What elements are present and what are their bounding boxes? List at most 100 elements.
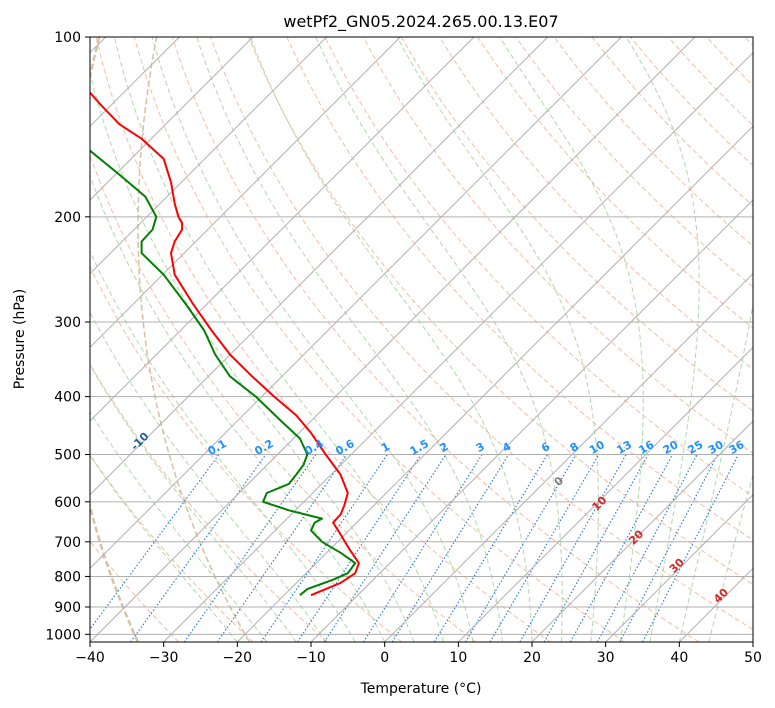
x-tick-label: −10	[296, 650, 326, 666]
mixing-ratio-line	[489, 454, 600, 642]
dry-adiabat-line	[438, 37, 753, 370]
dry-adiabat-line	[210, 37, 753, 631]
grid-lines	[90, 37, 753, 642]
x-tick-label: −40	[75, 650, 105, 666]
y-axis-ticks: 100 200 300 400 500 600 700 800 900 1000	[45, 30, 90, 643]
mixing-ratio-line	[619, 454, 719, 642]
moist-adiabat-line	[625, 37, 700, 642]
dry-adiabat-line	[477, 37, 753, 329]
moist-adiabat-line	[90, 249, 356, 642]
moist-adiabat-line	[90, 71, 415, 642]
dry-adiabat-line	[90, 363, 328, 642]
isotherm-line	[678, 567, 753, 642]
isotherm-line	[90, 37, 475, 422]
mixing-ratio-line	[216, 454, 348, 642]
mixing-ratio-label: 6	[539, 440, 552, 455]
mixing-ratio-line	[464, 454, 577, 642]
x-tick-label: −30	[149, 650, 179, 666]
moist-adiabats	[90, 37, 753, 642]
moist-adiabat-line	[678, 301, 753, 642]
mixing-ratio-line	[323, 454, 447, 642]
dry-adiabat-line	[706, 37, 753, 87]
mixing-ratio-label: 4	[500, 440, 513, 455]
moist-adiabat-label: 30	[667, 555, 687, 575]
mixing-ratio-line	[297, 454, 422, 642]
mixing-ratio-line	[130, 454, 267, 642]
moist-adiabat-line	[90, 174, 386, 642]
dry-adiabat-line	[286, 37, 753, 541]
dry-adiabat-line	[744, 37, 753, 47]
x-tick-label: 40	[670, 650, 688, 666]
y-tick-label: 100	[54, 30, 81, 46]
moist-adiabat-line	[90, 411, 268, 642]
mixing-ratio-label: 1	[379, 440, 392, 455]
y-tick-label: 600	[54, 495, 81, 511]
isotherm-line	[236, 125, 753, 642]
mixing-ratio-line	[362, 454, 483, 642]
isotherm-line	[90, 37, 328, 275]
isotherm-line	[163, 51, 753, 642]
x-tick-label: 50	[744, 650, 762, 666]
moist-adiabat-line	[114, 37, 445, 642]
x-tick-label: 10	[449, 650, 467, 666]
x-tick-label: 30	[597, 650, 615, 666]
y-tick-label: 200	[54, 210, 81, 226]
cap-line	[90, 37, 140, 642]
moist-adiabat-line	[708, 473, 753, 642]
isotherm-line	[457, 346, 753, 642]
isotherm-line	[90, 37, 401, 349]
moist-adiabat-line	[499, 37, 644, 642]
dry-adiabat-line	[400, 37, 753, 412]
moist-adiabat-label: 40	[711, 585, 731, 605]
moist-adiabat-label: 0	[552, 474, 567, 489]
isotherm-line	[531, 420, 753, 642]
plot-frame	[89, 36, 754, 643]
y-tick-label: 300	[54, 315, 81, 331]
y-tick-label: 800	[54, 569, 81, 585]
isotherm-line	[90, 37, 696, 642]
chart-title: wetPf2_GN05.2024.265.00.13.E07	[283, 12, 558, 32]
y-tick-label: 900	[54, 600, 81, 616]
dewpoint-line	[90, 149, 357, 596]
moist-adiabat-line	[151, 37, 474, 642]
mixing-ratio-label: 3	[474, 440, 487, 455]
mixing-ratio-line	[642, 454, 739, 642]
dry-adiabat-line	[591, 37, 753, 207]
mixing-ratio-line	[260, 454, 388, 642]
dry-adiabat-line	[362, 37, 753, 455]
mixing-ratio-lines	[90, 454, 739, 642]
moist-adiabat-line	[249, 37, 533, 642]
x-axis-label: Temperature (°C)	[360, 681, 482, 697]
isotherm-line	[90, 37, 549, 496]
y-tick-label: 400	[54, 390, 81, 406]
dry-adiabat-line	[171, 37, 700, 642]
profile-series	[90, 91, 360, 597]
dry-adiabat-line	[515, 37, 753, 288]
moist-adiabat-line	[196, 37, 503, 642]
dry-adiabat-line	[248, 37, 753, 586]
dry-adiabat-line	[553, 37, 753, 247]
dry-adiabat-line	[90, 540, 180, 642]
dry-adiabat-line	[133, 37, 625, 642]
cap-line	[137, 37, 251, 642]
dry-adiabat-line	[90, 265, 403, 642]
isotherm-line	[384, 272, 753, 642]
dry-adiabat-line	[668, 37, 753, 127]
dry-adiabat-line	[90, 153, 477, 642]
mixing-ratio-line	[569, 454, 673, 642]
x-tick-label: 20	[523, 650, 541, 666]
y-tick-label: 500	[54, 448, 81, 464]
y-tick-label: 1000	[45, 627, 81, 643]
y-tick-label: 700	[54, 535, 81, 551]
mixing-ratio-label: 2	[438, 440, 451, 455]
y-axis-label: Pressure (hPa)	[12, 289, 28, 389]
isotherm-line	[605, 493, 753, 642]
temperature-line	[90, 91, 360, 597]
x-tick-label: 0	[380, 650, 389, 666]
moist-adiabat-line	[90, 311, 327, 642]
dry-adiabat-line	[95, 37, 551, 642]
dry-adiabat-line	[324, 37, 753, 498]
isotherm-line	[90, 37, 254, 201]
moist-adiabat-line	[90, 454, 238, 642]
